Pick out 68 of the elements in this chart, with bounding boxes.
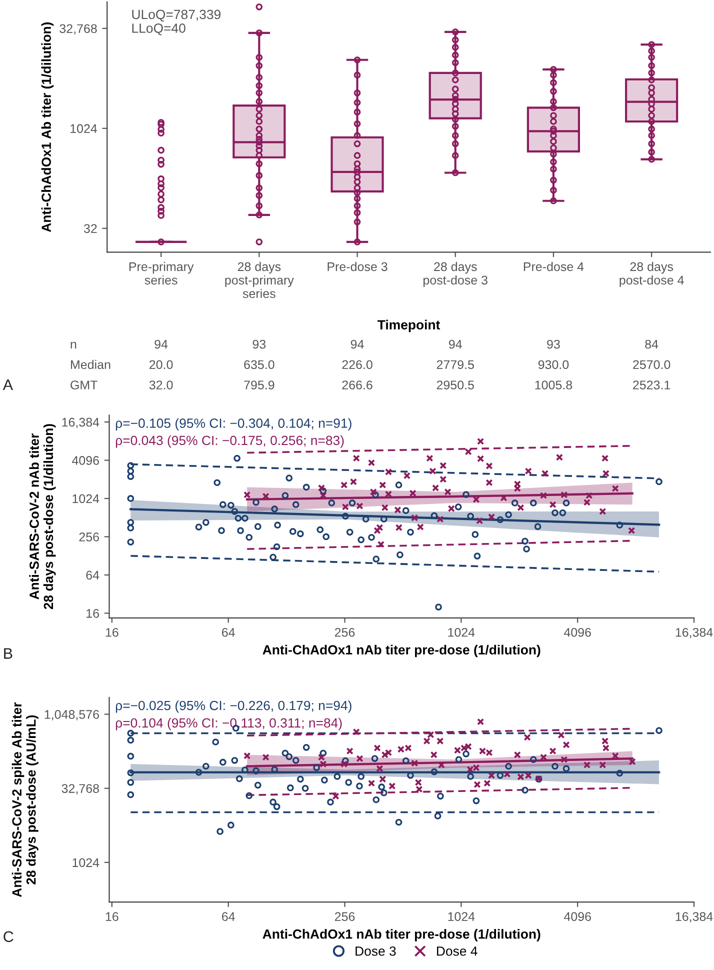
text: 226.0 <box>342 360 372 370</box>
text: 795.9 <box>244 380 274 390</box>
text: 930.0 <box>538 360 569 370</box>
y-tick-label: 32 <box>84 224 97 234</box>
annotation: ρ=−0.025 (95% CI: −0.226, 0.179; n=94) <box>116 700 352 713</box>
x-tick-label: 1024 <box>448 628 475 637</box>
x-tick-label: 16 <box>106 912 118 922</box>
text: 20.0 <box>150 360 173 370</box>
x-tick-label: 16,384 <box>676 912 713 922</box>
y-tick-label: 1,048,576 <box>44 710 99 720</box>
text: 2950.5 <box>436 380 474 390</box>
text: Median <box>70 360 110 370</box>
y-tick-label: 32,768 <box>60 24 97 35</box>
y-axis-title: Anti-SARS-CoV-2 spike Ab titer 28 days post-dose (AU/mL) <box>12 702 38 898</box>
y-tick-label: 16,384 <box>62 418 100 428</box>
y-tick-label: 4096 <box>72 456 99 465</box>
text: A <box>2 380 14 390</box>
x-tick-label: Pre-primary series <box>129 262 194 285</box>
x-axis-title: Anti-ChAdOx1 nAb titer pre-dose (1/dilution) <box>262 644 540 658</box>
annotation: LLoQ=40 <box>132 24 186 36</box>
x-tick-label: 64 <box>222 912 235 922</box>
text: C <box>4 931 14 942</box>
y-axis-title: Anti-ChAdOx1 Ab titer (1/dilution) <box>41 22 54 232</box>
x-tick-label: 16 <box>106 628 118 637</box>
x-tick-label: 64 <box>222 628 235 637</box>
x-tick-label: 28 days post-primary series <box>225 262 294 298</box>
y-tick-label: 256 <box>79 532 99 542</box>
text: 32.0 <box>149 380 173 390</box>
text: 635.0 <box>244 360 274 370</box>
text: 94 <box>154 340 168 349</box>
text: 93 <box>252 340 266 349</box>
x-tick-label: 16,384 <box>676 628 713 638</box>
text: 94 <box>350 340 364 349</box>
text: 84 <box>645 340 658 349</box>
text: 94 <box>449 340 462 349</box>
x-tick-label: 256 <box>334 628 355 637</box>
x-axis-title: Timepoint <box>378 320 440 332</box>
x-tick-label: Pre-dose 3 <box>328 262 388 272</box>
y-axis-title: Anti-SARS-CoV-2 nAb titer 28 days post-dose (1/dilution) <box>29 424 56 610</box>
x-tick-label: 4096 <box>564 628 591 637</box>
text: GMT <box>70 380 98 390</box>
x-tick-label: 4096 <box>564 912 591 922</box>
y-tick-label: 32,768 <box>62 784 99 794</box>
text: 2779.5 <box>436 360 474 370</box>
y-tick-label: 16 <box>86 609 99 618</box>
y-tick-label: 1024 <box>72 858 100 868</box>
annotation: ULoQ=787,339 <box>132 10 220 22</box>
annotation: ρ=−0.105 (95% CI: −0.304, 0.104; n=91) <box>116 418 352 430</box>
text: B <box>4 648 12 659</box>
annotation: ρ=0.104 (95% CI: −0.113, 0.311; n=84) <box>116 718 342 730</box>
legend-label: Dose 4 <box>437 946 478 956</box>
x-axis-title: Anti-ChAdOx1 nAb titer pre-dose (1/dilution) <box>262 929 540 942</box>
x-tick-label: 1024 <box>448 912 475 922</box>
y-tick-label: 1024 <box>70 124 98 134</box>
x-tick-label: Pre-dose 4 <box>524 262 584 272</box>
legend-label: Dose 3 <box>356 946 396 956</box>
x-tick-label: 28 days post-dose 3 <box>424 262 488 288</box>
annotation: ρ=0.043 (95% CI: −0.175, 0.256; n=83) <box>116 435 344 448</box>
text: 2523.1 <box>633 380 670 390</box>
text: 1005.8 <box>535 380 572 390</box>
y-tick-label: 1024 <box>72 494 100 504</box>
x-tick-label: 256 <box>334 912 355 922</box>
y-tick-label: 64 <box>86 570 100 580</box>
text: n <box>70 342 76 349</box>
text: 2570.0 <box>633 360 670 370</box>
text: 93 <box>547 340 560 349</box>
text: 266.6 <box>342 380 372 390</box>
x-tick-label: 28 days post-dose 4 <box>620 262 684 288</box>
